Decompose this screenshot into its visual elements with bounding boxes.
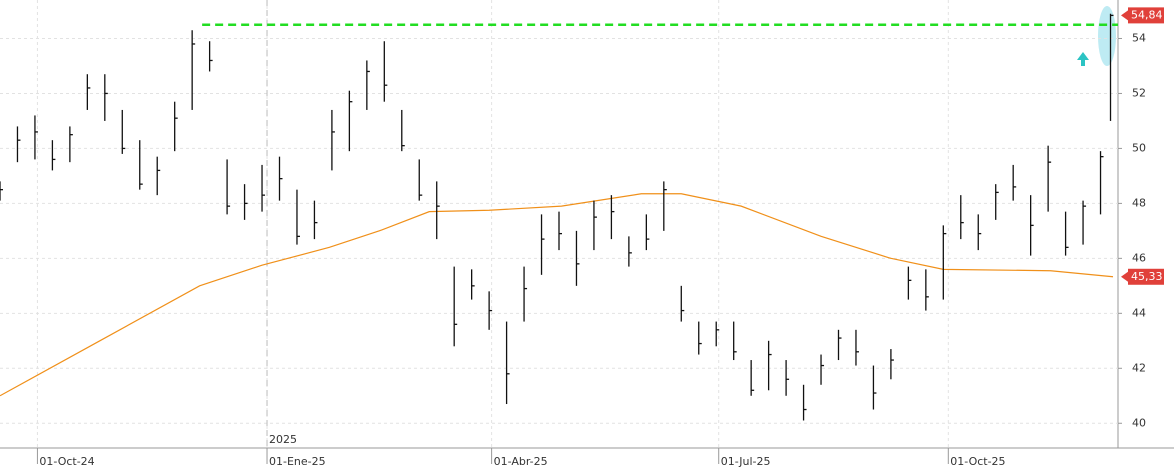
x-tick-label: 01-Ene-25 [269,455,326,468]
price-tag-pointer [1121,271,1128,282]
year-label: 2025 [269,433,297,446]
x-tick-label: 01-Abr-25 [494,455,548,468]
price-tag-pointer [1121,10,1128,21]
price-tag-label: 45,33 [1131,270,1163,283]
highlight-ellipse [1098,6,1116,66]
up-arrow [1077,52,1089,66]
x-tick-label: 01-Oct-25 [950,455,1005,468]
moving-average [0,193,1114,397]
y-tick-label: 50 [1132,141,1146,154]
y-tick-label: 54 [1132,31,1146,44]
x-tick-label: 01-Jul-25 [721,455,771,468]
y-tick-label: 52 [1132,86,1146,99]
price-tag-label: 54,84 [1131,8,1163,21]
y-tick-label: 42 [1132,361,1146,374]
y-tick-label: 46 [1132,251,1146,264]
y-tick-label: 48 [1132,196,1146,209]
price-tag [1128,268,1164,285]
price-tag [1128,7,1164,24]
y-tick-label: 44 [1132,306,1146,319]
y-tick-label: 40 [1132,416,1146,429]
x-tick-label: 01-Oct-24 [39,455,94,468]
